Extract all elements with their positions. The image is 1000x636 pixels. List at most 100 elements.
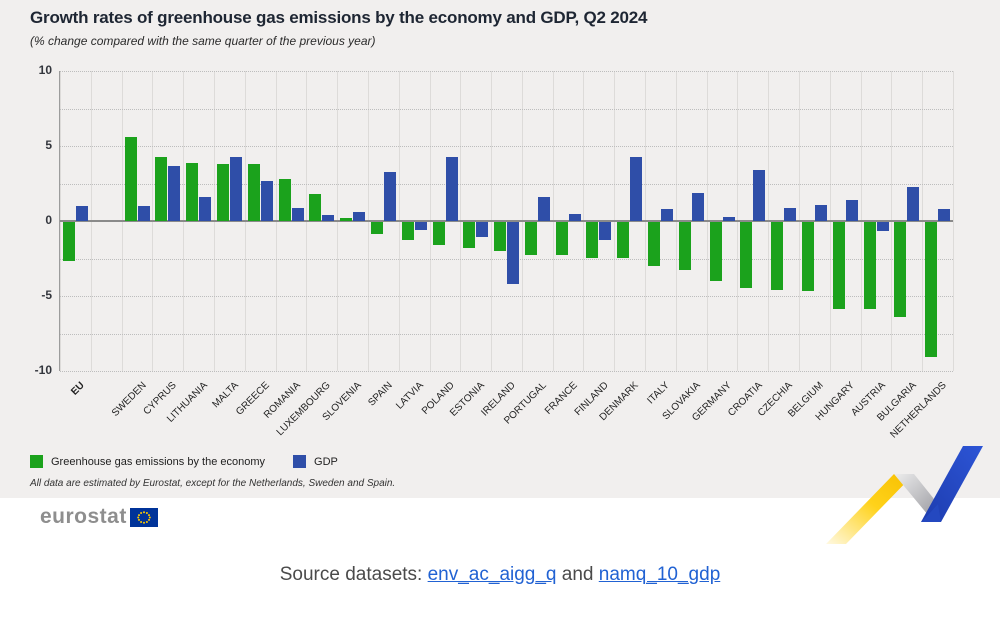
y-axis-tick-label: 10 <box>38 63 52 77</box>
bar-gdp <box>599 222 612 240</box>
chart-panel: Growth rates of greenhouse gas emissions… <box>0 0 1000 498</box>
legend-swatch-gdp <box>293 455 307 468</box>
bar-gdp <box>938 209 951 221</box>
bar-gdp <box>722 216 735 221</box>
legend-label-ghg: Greenhouse gas emissions by the economy <box>51 455 266 468</box>
source-dataset-link-1[interactable]: env_ac_aigg_q <box>427 564 557 585</box>
bar-gdp <box>322 215 335 221</box>
bar-gdp <box>907 186 920 221</box>
bar-ghg <box>925 222 938 357</box>
bar-gdp <box>661 209 674 221</box>
bar-ghg <box>524 222 537 255</box>
bar-ghg <box>463 222 476 248</box>
plot-area: EU SWEDEN CYPRUS LITHUANIA MALTA GREECE ROMANI… <box>59 71 954 440</box>
chart-title: Growth rates of greenhouse gas emissions… <box>30 8 648 27</box>
bar-gdp <box>383 171 396 221</box>
chart-subtitle: (% change compared with the same quarter… <box>30 34 376 48</box>
bar-gdp <box>876 222 889 231</box>
bar-ghg <box>555 222 568 255</box>
bar-gdp <box>630 156 643 221</box>
bar-ghg <box>247 164 260 221</box>
horizontal-gridline <box>60 258 953 260</box>
eu-flag-icon <box>129 507 158 527</box>
bar-ghg <box>155 156 168 221</box>
bar-gdp <box>845 200 858 221</box>
bar-ghg <box>63 222 75 261</box>
bar-gdp <box>568 213 581 221</box>
bar-gdp <box>753 170 766 221</box>
bar-gdp <box>168 165 181 221</box>
bar-ghg <box>894 222 907 317</box>
chart-area: EU SWEDEN CYPRUS LITHUANIA MALTA GREECE ROMANI… <box>34 63 954 440</box>
legend-swatch-ghg <box>30 455 43 468</box>
decoration-blue-segment <box>921 446 983 522</box>
bar-ghg <box>309 194 322 221</box>
bar-ghg <box>648 222 661 266</box>
bar-ghg <box>370 222 383 234</box>
bar-gdp <box>537 197 550 221</box>
source-line: Source datasets: env_ac_aigg_q and namq_… <box>0 564 1000 586</box>
horizontal-gridline <box>60 71 953 72</box>
bar-gdp <box>414 222 427 230</box>
bar-gdp <box>76 206 88 221</box>
horizontal-gridline <box>60 296 953 297</box>
bar-ghg <box>278 179 291 221</box>
bar-ghg <box>832 222 845 309</box>
bar-ghg <box>494 222 507 251</box>
horizontal-gridline <box>60 183 953 185</box>
bar-ghg <box>678 222 691 270</box>
eurostat-logo-text: eurostat <box>40 505 127 528</box>
x-axis-label: NETHERLANDS <box>888 380 950 441</box>
x-axis-label: EU <box>69 380 87 398</box>
source-prefix: Source datasets: <box>279 564 428 585</box>
bar-gdp <box>291 207 304 221</box>
x-axis-label: ITALY <box>645 380 672 407</box>
decoration-gray-segment <box>894 474 938 515</box>
bar-ghg <box>802 222 815 291</box>
bar-ghg <box>340 218 353 221</box>
growth-arrow-decoration <box>826 446 983 544</box>
x-axis-label: SPAIN <box>366 380 395 409</box>
bar-gdp <box>260 180 273 221</box>
source-and: and <box>556 564 599 585</box>
bar-gdp <box>445 156 458 221</box>
bar-gdp <box>353 212 366 221</box>
legend: Greenhouse gas emissions by the economy … <box>30 455 338 468</box>
eurostat-logo: eurostat <box>40 505 158 529</box>
bar-ghg <box>709 222 722 281</box>
horizontal-gridline <box>60 146 953 147</box>
bar-ghg <box>401 222 414 240</box>
bar-ghg <box>740 222 753 288</box>
bar-gdp <box>229 156 242 221</box>
bar-ghg <box>216 164 229 221</box>
vertical-gridline <box>953 71 954 371</box>
bar-gdp <box>784 207 797 221</box>
legend-label-gdp: GDP <box>314 455 338 468</box>
horizontal-gridline <box>60 333 953 335</box>
horizontal-gridline <box>60 108 953 110</box>
bar-ghg <box>186 162 199 221</box>
zero-line <box>60 220 953 222</box>
decoration-blue-fold <box>921 504 941 522</box>
eu-flag-stars <box>137 510 151 524</box>
bar-gdp <box>507 222 520 284</box>
y-axis-line <box>59 71 60 371</box>
bar-ghg <box>863 222 876 309</box>
y-axis-tick-label: 5 <box>45 138 52 152</box>
y-axis-tick-label: 0 <box>45 213 52 227</box>
bar-ghg <box>432 222 445 245</box>
horizontal-gridline <box>60 371 953 372</box>
x-axis-label: SWEDEN <box>109 380 149 419</box>
x-axis-label: LUXEMBOURG <box>275 380 334 439</box>
bar-ghg <box>617 222 630 258</box>
source-dataset-link-2[interactable]: namq_10_gdp <box>598 564 721 585</box>
bar-gdp <box>691 192 704 221</box>
bar-ghg <box>586 222 599 258</box>
y-axis-tick-label: -10 <box>34 363 52 377</box>
decoration-yellow-segment <box>826 474 914 544</box>
bar-gdp <box>199 197 212 221</box>
bar-gdp <box>137 206 150 221</box>
bar-ghg <box>124 137 137 221</box>
bar-ghg <box>771 222 784 290</box>
y-axis-tick-label: -5 <box>41 288 52 302</box>
